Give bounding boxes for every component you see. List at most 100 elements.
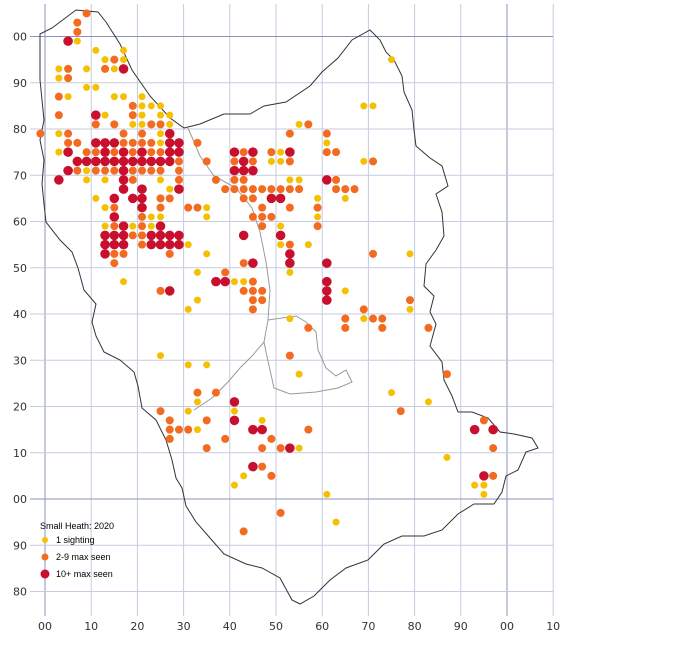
record-dot bbox=[101, 176, 109, 184]
record-dot bbox=[248, 277, 257, 286]
record-dot bbox=[359, 305, 368, 314]
record-dot bbox=[72, 156, 83, 167]
record-dot bbox=[239, 259, 248, 268]
record-dot bbox=[323, 139, 331, 147]
record-dot bbox=[64, 129, 73, 138]
x-tick-label: 30 bbox=[177, 620, 191, 633]
record-dot bbox=[184, 425, 193, 434]
record-dot bbox=[128, 111, 137, 120]
record-dot bbox=[138, 222, 147, 231]
legend-label: 10+ max seen bbox=[56, 569, 113, 579]
record-dot bbox=[91, 138, 101, 148]
record-dot bbox=[193, 388, 202, 397]
record-dot bbox=[118, 147, 129, 157]
record-dot bbox=[424, 323, 433, 332]
record-dot bbox=[73, 166, 82, 175]
record-dot bbox=[101, 222, 109, 230]
record-dot bbox=[146, 239, 157, 250]
record-dot bbox=[360, 157, 368, 165]
record-dot bbox=[479, 416, 488, 425]
record-dot bbox=[147, 138, 156, 147]
record-dot bbox=[211, 175, 220, 184]
record-dot bbox=[110, 259, 119, 268]
record-dot bbox=[193, 398, 201, 406]
record-dot bbox=[138, 240, 147, 249]
record-dot bbox=[369, 102, 377, 110]
record-dot bbox=[137, 193, 147, 204]
record-dot bbox=[479, 471, 489, 481]
record-dot bbox=[110, 222, 119, 231]
record-dot bbox=[101, 64, 110, 73]
record-dot bbox=[54, 92, 63, 101]
record-dot bbox=[156, 203, 165, 212]
record-dot bbox=[203, 204, 211, 212]
record-dot bbox=[202, 416, 211, 425]
record-dot bbox=[230, 185, 239, 194]
record-dot bbox=[83, 176, 91, 184]
record-dot bbox=[128, 101, 137, 110]
record-dot bbox=[118, 221, 129, 231]
record-dot bbox=[138, 129, 147, 138]
record-dot bbox=[332, 148, 341, 157]
record-dot bbox=[258, 286, 267, 295]
record-dot bbox=[267, 471, 276, 480]
record-dot bbox=[248, 305, 257, 314]
record-dot bbox=[156, 194, 165, 203]
record-dot bbox=[248, 286, 257, 295]
record-dot bbox=[110, 55, 119, 64]
record-dot bbox=[73, 27, 82, 36]
record-dot bbox=[156, 166, 165, 175]
record-dot bbox=[138, 111, 146, 119]
record-dot bbox=[156, 120, 165, 129]
county-outline bbox=[39, 9, 539, 605]
record-dot bbox=[100, 147, 110, 157]
record-dot bbox=[248, 296, 257, 305]
record-dot bbox=[118, 239, 129, 250]
record-dot bbox=[248, 147, 258, 157]
record-dot bbox=[238, 165, 249, 176]
record-dot bbox=[128, 231, 137, 240]
record-dot bbox=[220, 276, 230, 287]
record-dot bbox=[203, 250, 211, 258]
record-dot bbox=[322, 148, 331, 157]
record-dot bbox=[322, 258, 332, 268]
legend-marker-small bbox=[42, 537, 48, 543]
record-dot bbox=[313, 222, 322, 231]
record-dot bbox=[174, 230, 184, 241]
record-dot bbox=[322, 295, 332, 305]
record-dot bbox=[138, 212, 147, 221]
record-dot bbox=[285, 185, 294, 194]
y-tick-label: 70 bbox=[13, 169, 27, 182]
record-dot bbox=[258, 203, 267, 212]
record-dot bbox=[110, 249, 119, 258]
legend-title: Small Heath: 2020 bbox=[40, 521, 114, 531]
record-dot bbox=[92, 46, 100, 54]
record-dot bbox=[323, 490, 331, 498]
record-dot bbox=[138, 166, 147, 175]
record-dot bbox=[276, 444, 285, 453]
record-dot bbox=[396, 407, 405, 416]
record-dot bbox=[100, 239, 110, 250]
y-tick-label: 40 bbox=[13, 308, 27, 321]
record-dot bbox=[54, 111, 63, 120]
record-dot bbox=[109, 156, 120, 167]
record-dot bbox=[469, 424, 480, 435]
record-dot bbox=[109, 239, 120, 250]
record-dot bbox=[277, 222, 285, 230]
record-dot bbox=[350, 185, 359, 194]
record-dot bbox=[471, 481, 479, 489]
record-dot bbox=[137, 202, 147, 213]
record-dot bbox=[322, 286, 332, 296]
record-dot bbox=[174, 184, 184, 194]
record-dot bbox=[285, 129, 294, 138]
record-dot bbox=[157, 130, 164, 138]
record-dot bbox=[230, 407, 238, 415]
record-dot bbox=[119, 249, 128, 258]
record-dot bbox=[285, 147, 295, 157]
record-dot bbox=[157, 111, 164, 119]
y-tick-label: 10 bbox=[13, 447, 27, 460]
record-dot bbox=[138, 231, 147, 240]
record-dot bbox=[100, 138, 110, 148]
record-dot bbox=[174, 425, 183, 434]
record-dot bbox=[276, 508, 285, 517]
